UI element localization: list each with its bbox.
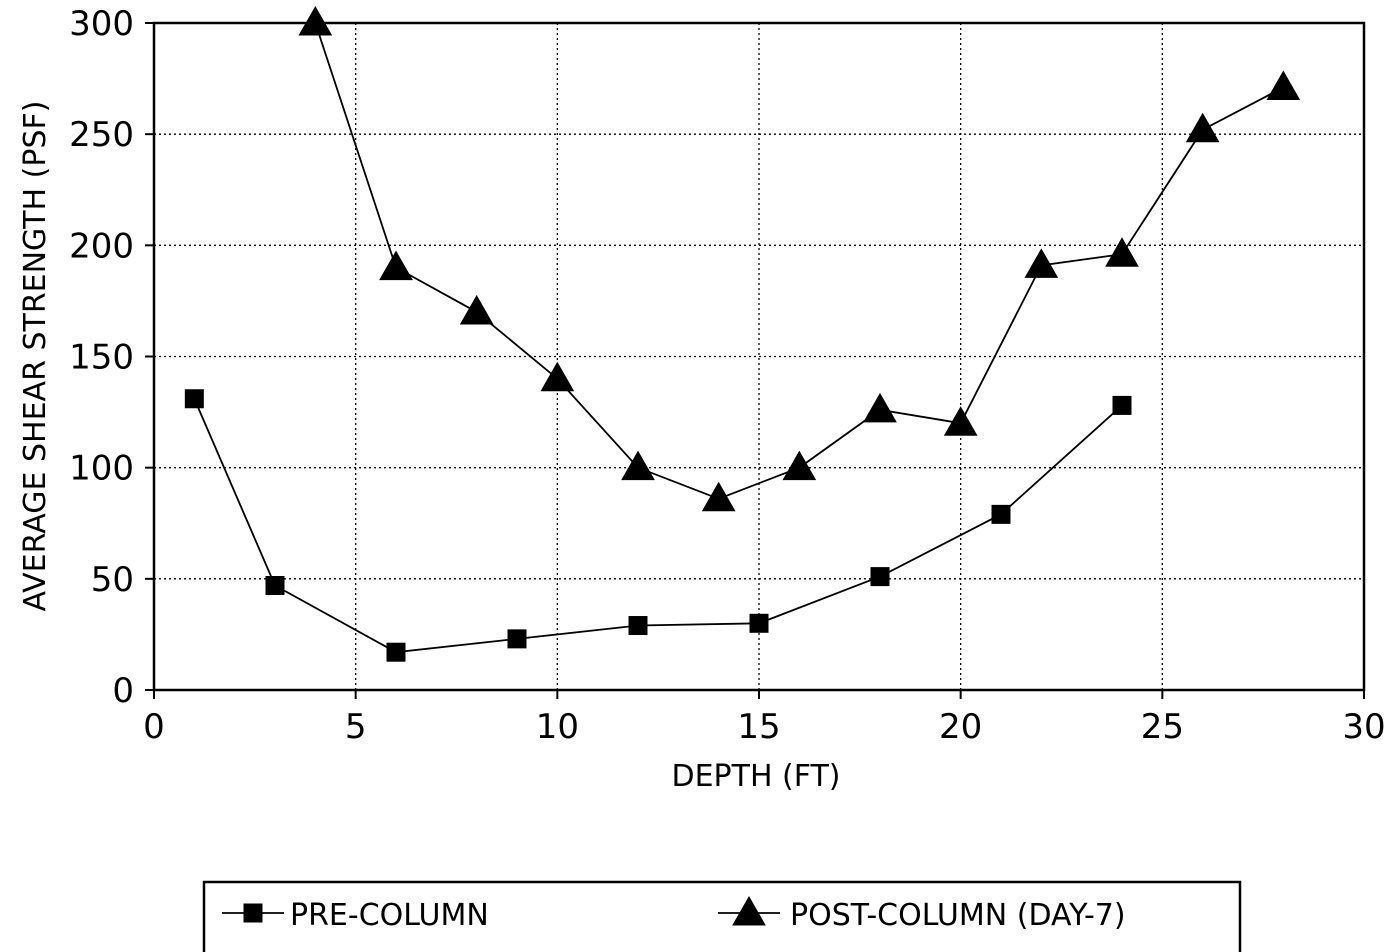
- data-point-triangle: [1185, 112, 1220, 143]
- data-point-triangle: [540, 361, 575, 392]
- data-point-triangle: [701, 481, 736, 512]
- y-tick-label: 300: [69, 4, 134, 44]
- data-point-square: [265, 576, 285, 596]
- legend-items: PRE-COLUMN POST-COLUMN (DAY-7): [222, 895, 1126, 933]
- legend-frame: [202, 880, 1242, 952]
- data-point-square: [749, 613, 769, 633]
- legend: PRE-COLUMN POST-COLUMN (DAY-7): [202, 880, 1242, 952]
- y-tick-label: 0: [112, 671, 134, 711]
- data-point-square: [870, 567, 890, 587]
- data-point-triangle: [1105, 237, 1139, 267]
- x-tick-label: 0: [143, 707, 165, 747]
- data-point-square: [991, 504, 1011, 524]
- series-line: [193, 398, 1123, 654]
- series-line: [314, 22, 1284, 500]
- data-point-square: [1112, 395, 1132, 415]
- x-tick-label: 15: [737, 707, 780, 747]
- data-point-triangle: [621, 450, 655, 481]
- x-tick-label: 20: [939, 707, 982, 747]
- legend-label: POST-COLUMN (DAY-7): [790, 898, 1126, 933]
- y-tick-label: 250: [69, 115, 134, 155]
- series-layer: [184, 5, 1301, 662]
- data-point-triangle: [459, 295, 494, 325]
- x-tick-label: 10: [536, 707, 579, 747]
- series-post-column: [298, 5, 1301, 512]
- y-axis-title: AVERAGE SHEAR STRENGTH (PSF): [18, 101, 53, 612]
- x-tick-label: 30: [1342, 707, 1385, 747]
- y-tick-label: 150: [69, 338, 134, 378]
- data-point-triangle: [1266, 70, 1301, 100]
- y-tick-label: 100: [69, 449, 134, 489]
- grid: [154, 23, 1364, 690]
- y-tick-label: 200: [69, 226, 134, 266]
- data-point-triangle: [379, 250, 413, 281]
- data-point-triangle: [943, 406, 978, 436]
- data-point-square: [507, 629, 527, 649]
- data-point-square: [184, 389, 204, 409]
- data-point-triangle: [863, 392, 897, 423]
- x-tick-label: 5: [345, 707, 367, 747]
- data-point-triangle: [1024, 248, 1059, 278]
- data-point-square: [628, 616, 648, 636]
- legend-item: PRE-COLUMN: [222, 898, 489, 933]
- data-point-square: [386, 642, 406, 662]
- legend-marker-square: [243, 903, 263, 923]
- legend-item: POST-COLUMN (DAY-7): [718, 895, 1126, 933]
- x-tick-label: 25: [1141, 707, 1184, 747]
- data-point-triangle: [298, 5, 333, 36]
- data-point-triangle: [782, 450, 817, 481]
- legend-marker-triangle: [732, 895, 766, 926]
- legend-label: PRE-COLUMN: [290, 898, 489, 933]
- series-pre-column: [184, 389, 1132, 662]
- x-axis-title: DEPTH (FT): [671, 759, 840, 794]
- y-tick-label: 50: [91, 560, 134, 600]
